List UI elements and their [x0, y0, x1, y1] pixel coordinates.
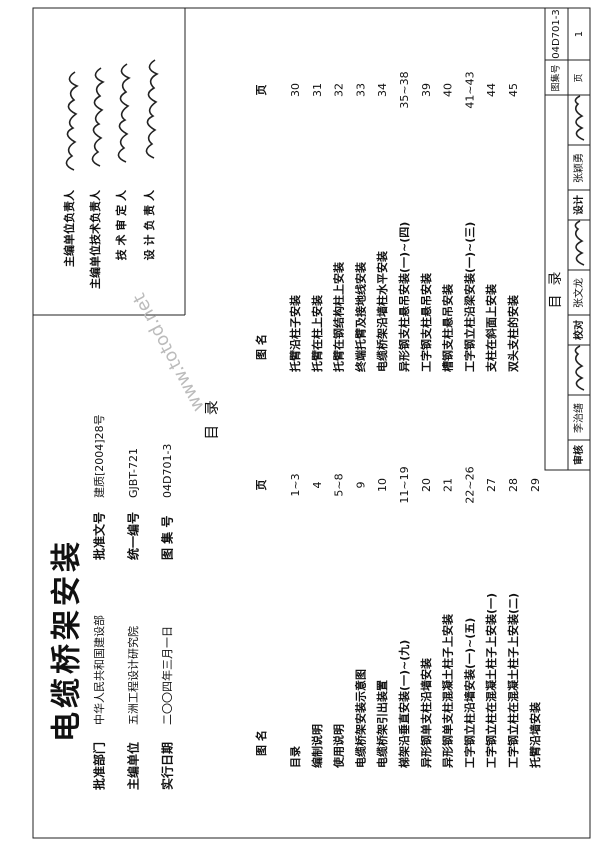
toc-entry-page: 31: [311, 83, 324, 97]
toc-entry-name: 工字钢立柱沿墙安装(一)~(五): [462, 618, 476, 768]
page-number: 1: [574, 31, 585, 37]
handwritten-signature: [574, 220, 585, 266]
toc-entry-name: 终端托臂及接地线安装: [353, 262, 367, 372]
toc-entry-name: 托臂在柱上安装: [310, 295, 324, 372]
toc-entry-name: 电缆桥架安装示意图: [353, 669, 367, 768]
toc-entry-page: 28: [507, 478, 520, 492]
toc-entry-name: 工字钢支柱悬吊安装: [419, 273, 433, 372]
toc-entry-name: 槽钢支柱悬吊安装: [441, 284, 455, 372]
info-value: GJBT-721: [127, 448, 140, 498]
toc-entry-page: 39: [420, 83, 433, 97]
toc-entry-page: 4: [311, 482, 324, 489]
handwritten-signature: [117, 63, 131, 163]
atlas-title: 电缆桥架安装: [50, 538, 85, 742]
toc-entry-page: 27: [485, 478, 498, 492]
title-block-title: 目 录: [548, 272, 564, 309]
toc-entry-page: 30: [289, 83, 302, 97]
atlas-label: 图集号: [550, 64, 562, 91]
toc-header: 图 名: [254, 334, 268, 360]
toc-entry-name: 梯架沿垂直安装(一)~(九): [397, 640, 411, 768]
title-block: [544, 7, 591, 471]
toc-entry-name: 使用说明: [332, 724, 346, 769]
handwritten-signature: [574, 95, 585, 141]
toc-entry-page: 21: [442, 478, 455, 492]
info-value: 中华人民共和国建设部: [92, 615, 106, 725]
toc-entry-name: 异形钢单支柱混凝土柱子上安装: [441, 614, 455, 768]
info-value: 建质[2004]28号: [92, 414, 106, 498]
toc-entry-name: 工字钢立柱在混凝土柱子上安装(二): [506, 593, 520, 768]
toc-entry-name: 工字钢立柱沿梁安装(一)~(三): [462, 222, 476, 372]
atlas-number: 04D701-3: [551, 9, 562, 58]
role-label: 设计: [572, 195, 585, 215]
watermark: www.totod.net: [129, 290, 209, 416]
toc-entry-page: 45: [507, 83, 520, 97]
toc-entry-page: 35~38: [398, 71, 411, 108]
toc-entry-page: 11~19: [398, 466, 411, 503]
toc-entry-name: 支柱在斜面上安装: [484, 284, 498, 373]
toc-entry-name: 目录: [289, 746, 302, 768]
info-label: 批准文号: [92, 512, 107, 560]
handwritten-signature: [145, 59, 159, 159]
toc-entry-page: 5~8: [333, 473, 346, 496]
info-label: 统一编号: [126, 512, 141, 560]
toc-entry-name: 双头支柱的安装: [506, 295, 520, 372]
toc-entry-name: 托臂在钢结构柱上安装: [332, 262, 346, 372]
toc-entry-name: 电缆桥架引出装置: [375, 680, 389, 768]
toc-entry-page: 29: [529, 478, 542, 492]
signatory-label: 主编单位技术负责人: [88, 189, 102, 289]
info-label: 实行日期: [160, 742, 175, 790]
toc-header: 页: [255, 85, 268, 96]
signatory-label: 主编单位负责人: [62, 189, 76, 267]
toc-entry-page: 32: [333, 83, 346, 97]
role-name: 张文龙: [572, 278, 585, 308]
toc-title: 目 录: [203, 400, 221, 440]
info-label: 图 集 号: [160, 516, 175, 560]
toc-entry-name: 异形钢支柱悬吊安装(一)~(四): [397, 222, 411, 372]
signatory-label: 设 计 负 责 人: [142, 189, 156, 260]
toc-entry-name: 托臂沿墙安装: [528, 702, 542, 768]
toc-entry-page: 34: [376, 83, 389, 97]
info-label: 批准部门: [92, 742, 107, 790]
info-value: 04D701-3: [161, 444, 174, 498]
toc-entry-page: 22~26: [463, 466, 476, 503]
info-label: 主编单位: [126, 742, 141, 790]
role-name: 李治缮: [572, 403, 585, 433]
toc-entry-page: 44: [485, 83, 498, 97]
toc-header: 图 名: [254, 730, 268, 756]
toc-entry-name: 异形钢单支柱沿墙安装: [419, 658, 433, 768]
info-value: 二〇〇四年三月一日: [160, 626, 174, 725]
signatory-label: 技 术 审 定 人: [114, 189, 128, 260]
role-label: 审核: [572, 445, 585, 465]
handwritten-signature: [91, 67, 105, 167]
toc-entry-name: 工字钢立柱在混凝土柱子上安装(一): [484, 593, 498, 768]
toc-entry-page: 9: [354, 482, 367, 489]
toc-entry-page: 1~3: [289, 473, 302, 496]
toc-entry-name: 编制说明: [310, 724, 324, 768]
toc-entry-name: 托臂沿柱子安装: [288, 295, 302, 372]
page-label: 页: [574, 73, 585, 82]
role-label: 校对: [572, 320, 585, 340]
info-value: 五洲工程设计研究院: [126, 626, 140, 725]
toc-entry-page: 33: [354, 83, 367, 97]
handwritten-signature: [574, 345, 585, 391]
role-name: 张颖勇: [572, 153, 585, 183]
toc-entry-name: 电缆桥架沿墙柱水平安装: [375, 251, 389, 372]
toc-header: 页: [255, 480, 268, 491]
toc-entry-page: 10: [376, 478, 389, 492]
handwritten-signature: [65, 71, 79, 171]
toc-entry-page: 40: [442, 83, 455, 97]
toc-entry-page: 20: [420, 478, 433, 492]
toc-entry-page: 41~43: [463, 71, 476, 108]
